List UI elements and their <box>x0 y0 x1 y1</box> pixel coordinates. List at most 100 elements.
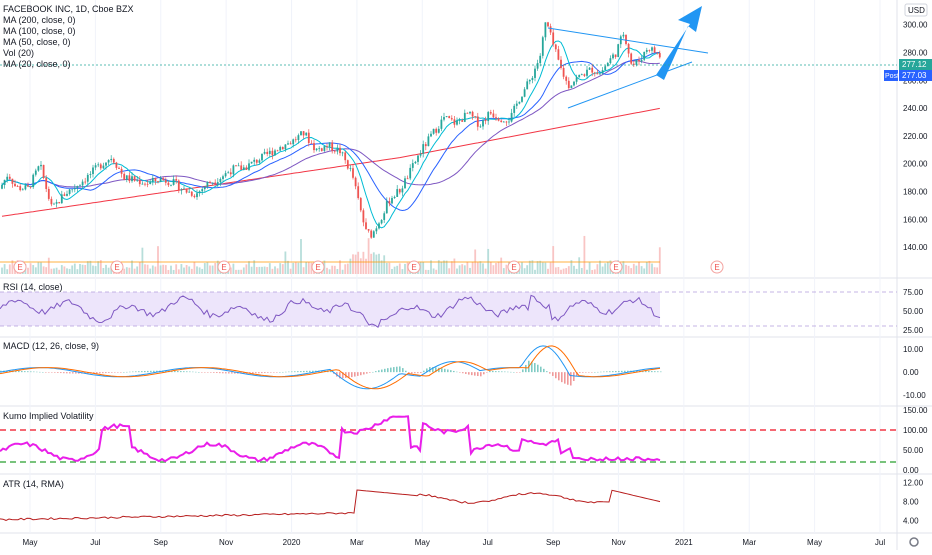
volume-bar <box>461 264 464 274</box>
price-tick-label: 240.00 <box>903 104 928 113</box>
macd-hist-bar <box>231 372 233 374</box>
macd-hist-bar <box>405 370 407 373</box>
volume-bar <box>183 267 185 274</box>
volume-bar <box>596 264 599 274</box>
candle-body <box>263 151 266 154</box>
macd-hist-bar <box>402 368 404 373</box>
candle-body <box>320 148 323 151</box>
macd-hist-bar <box>306 370 308 373</box>
macd-pane[interactable]: MACD (12, 26, close, 9) 10.00 0.00 -10.00 <box>0 341 926 400</box>
volume-bar <box>146 264 149 274</box>
candle-body <box>66 193 68 196</box>
candle-body <box>432 128 435 134</box>
macd-hist-bar <box>444 368 446 373</box>
macd-hist-bar <box>342 372 344 379</box>
volume-bar <box>378 253 380 274</box>
candle-body <box>643 51 646 60</box>
volume-bar <box>638 261 640 274</box>
price-axis[interactable]: 300.00280.00260.00240.00220.00200.00180.… <box>903 21 928 252</box>
kumo-pane[interactable]: Kumo Implied Volatility 150.00 100.00 50.0… <box>0 406 928 475</box>
volume-bar <box>443 260 445 274</box>
volume-bar <box>3 264 6 274</box>
candle-body <box>388 201 391 204</box>
volume-bar <box>68 268 71 274</box>
volume-bar <box>651 263 653 274</box>
macd-hist-bar <box>525 364 527 373</box>
candle-body <box>393 196 396 199</box>
settings-button[interactable] <box>909 537 919 547</box>
candle-body <box>123 173 126 180</box>
macd-hist-bar <box>210 372 212 373</box>
macd-hist-bar <box>597 371 599 373</box>
macd-hist-bar <box>531 361 533 373</box>
volume-bar <box>505 264 508 274</box>
macd-histogram <box>0 360 662 386</box>
volume-bar <box>422 261 425 274</box>
macd-hist-bar <box>204 372 206 373</box>
time-tick-label: Mar <box>742 538 756 547</box>
volume-bar <box>635 265 638 274</box>
volume-bar <box>248 261 250 274</box>
volume-bar <box>476 262 479 274</box>
macd-hist-bar <box>42 372 44 373</box>
volume-bar <box>570 260 573 274</box>
triangle-drawing[interactable] <box>547 6 709 109</box>
candle-body <box>146 183 149 185</box>
macd-hist-bar <box>297 371 299 373</box>
earnings-marker <box>217 260 231 274</box>
gear-icon[interactable] <box>909 537 919 547</box>
candle-body <box>112 158 115 163</box>
currency-badge[interactable]: USD <box>904 3 928 17</box>
candle-body <box>294 139 297 141</box>
macd-hist-bar <box>576 372 578 377</box>
volume-bar <box>419 261 422 274</box>
candle-body <box>58 202 61 204</box>
candle-body <box>323 146 326 151</box>
up-arrow-icon[interactable] <box>656 6 702 80</box>
candle-body <box>315 148 318 151</box>
volume-bar <box>94 266 97 274</box>
volume-bar <box>648 260 651 274</box>
volume-bar <box>242 267 245 274</box>
time-axis[interactable]: May Jul Sep Nov 2020 Mar May Jul Sep Nov 2021 Mar Ma… <box>22 538 885 547</box>
candle-body <box>619 36 622 45</box>
macd-hist-bar <box>78 372 80 374</box>
volume-bar <box>133 268 136 274</box>
candle-body <box>583 74 586 76</box>
candle-body <box>53 203 55 205</box>
candle-body <box>391 198 393 204</box>
candle-body <box>378 223 380 229</box>
macd-hist-bar <box>183 371 185 373</box>
candle-body <box>630 53 633 64</box>
candle-body <box>596 73 599 75</box>
macd-hist-bar <box>33 371 35 373</box>
time-tick-label: Nov <box>219 538 233 547</box>
macd-tick-label: -10.00 <box>903 391 926 400</box>
atr-pane[interactable]: ATR (14, RMA) 12.00 8.00 4.00 <box>0 479 924 526</box>
macd-hist-bar <box>573 372 575 382</box>
candle-body <box>614 54 617 58</box>
volume-bar <box>209 265 211 274</box>
candle-body <box>573 81 575 86</box>
macd-hist-bar <box>228 372 230 374</box>
macd-hist-bar <box>552 372 554 376</box>
candle-body <box>318 148 321 150</box>
volume-bar <box>58 269 61 274</box>
candle-body <box>110 158 113 161</box>
macd-hist-bar <box>447 369 449 373</box>
macd-hist-bar <box>465 372 467 374</box>
volume-bar <box>385 262 388 274</box>
volume-bar <box>149 268 152 274</box>
macd-hist-bar <box>192 371 194 373</box>
macd-hist-bar <box>165 370 167 373</box>
legend-vol: Vol (20) <box>3 48 34 58</box>
rsi-pane[interactable]: RSI (14, close) 75.00 50.00 25.00 <box>0 282 924 335</box>
macd-hist-bar <box>387 368 389 373</box>
candle-body <box>445 116 448 118</box>
volume-bar <box>586 269 588 274</box>
volume-bar <box>300 239 302 274</box>
candle-body <box>55 202 58 204</box>
volume-bar <box>268 263 271 274</box>
macd-hist-bar <box>519 372 521 373</box>
